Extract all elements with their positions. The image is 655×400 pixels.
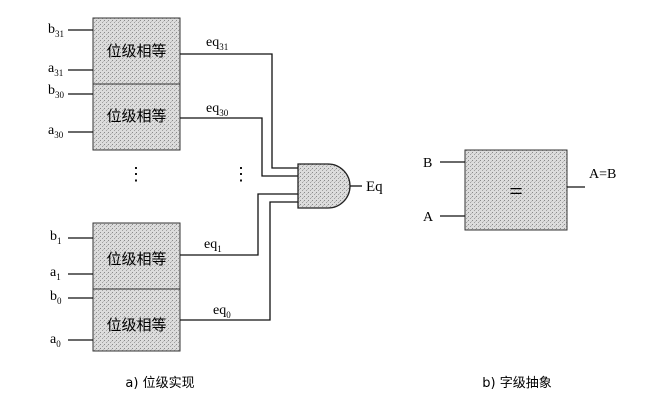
eq0-label: eq0 [213, 303, 231, 320]
input-a-label: A [423, 210, 434, 225]
eq0-wire [180, 201, 298, 321]
cell-box [92, 83, 181, 151]
eq-output-label: Eq [366, 179, 383, 195]
input-a-label: a1 [50, 265, 61, 282]
eq31-wire [180, 53, 298, 169]
bit-cell-30: 位级相等 b30 a30 [48, 83, 181, 151]
cell-label: 位级相等 [106, 107, 166, 125]
bit-cell-0: 位级相等 b0 a0 [50, 288, 181, 352]
input-a-label: a31 [48, 61, 63, 78]
input-b-label: b0 [50, 289, 62, 306]
cells-ellipsis: ⋮ [127, 164, 145, 184]
eq31-label: eq31 [206, 35, 228, 52]
equals-operator: = [509, 179, 523, 205]
and-gate-icon [297, 163, 351, 209]
wires-ellipsis: ⋮ [232, 164, 250, 184]
input-a-label: a30 [48, 123, 64, 140]
input-b-label: b1 [50, 229, 62, 246]
cell-label: 位级相等 [106, 42, 166, 60]
cell-box [92, 288, 181, 352]
caption-left: a) 位级实现 [125, 376, 194, 391]
cell-label: 位级相等 [106, 316, 166, 334]
input-b-label: B [423, 156, 432, 171]
bit-cell-1: 位级相等 b1 a1 [50, 222, 181, 290]
comparator-box [464, 149, 568, 231]
output-label: A=B [589, 167, 616, 182]
bit-cell-31: 位级相等 b31 a31 [48, 17, 181, 85]
cell-box [92, 222, 181, 290]
eq30-wire [180, 117, 298, 177]
eq1-label: eq1 [204, 237, 222, 254]
input-a-label: a0 [50, 332, 61, 349]
eq1-wire [180, 193, 298, 256]
caption-right: b) 字级抽象 [482, 376, 551, 391]
cell-label: 位级相等 [106, 250, 166, 268]
input-b-label: b30 [48, 83, 65, 100]
cell-box [92, 17, 181, 85]
input-b-label: b31 [48, 22, 64, 39]
word-comparator: = B A A=B [423, 149, 616, 231]
eq30-label: eq30 [206, 101, 229, 118]
